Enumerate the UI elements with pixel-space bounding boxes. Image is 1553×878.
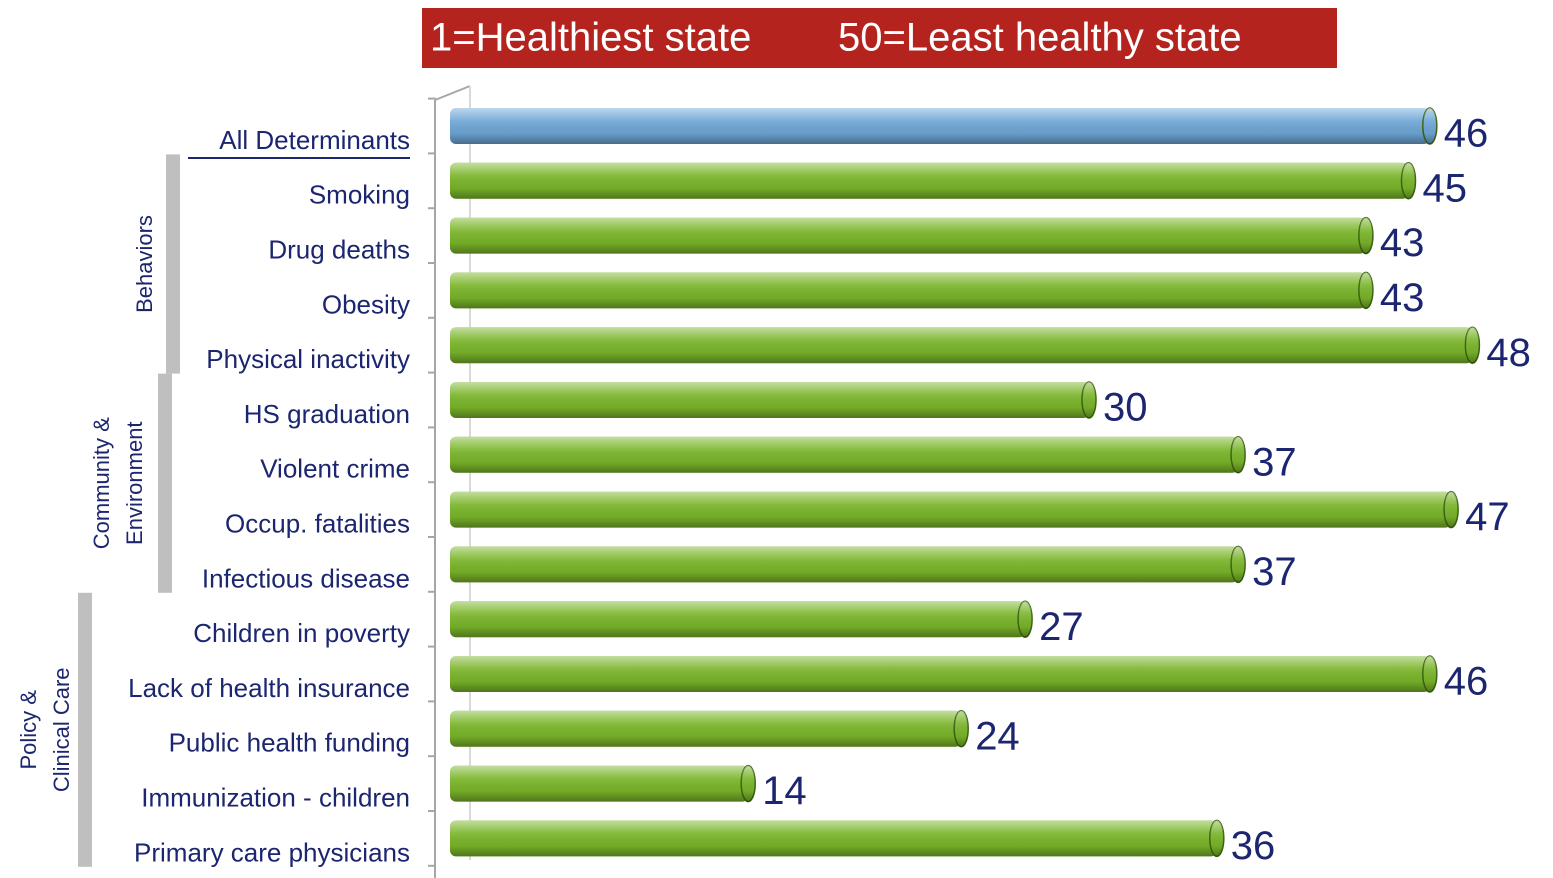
bar-cap-shade: [1209, 820, 1224, 857]
value-label: 24: [975, 714, 1020, 758]
category-label: Occup. fatalities: [225, 508, 410, 538]
group-label: Environment: [122, 421, 147, 545]
bar-shade: [450, 710, 962, 747]
group-label: Clinical Care: [49, 667, 74, 792]
value-label: 43: [1380, 221, 1425, 265]
axis: [434, 85, 471, 878]
category-label: HS graduation: [244, 399, 410, 429]
bar-cap-shade: [1231, 436, 1246, 473]
value-label: 27: [1039, 605, 1084, 649]
bar-cap-shade: [1444, 491, 1459, 528]
bar-shade: [450, 656, 1430, 692]
category-label: Immunization - children: [141, 782, 410, 812]
value-label: 43: [1380, 276, 1425, 320]
bar-shade: [450, 217, 1366, 254]
bar-shade: [450, 108, 1430, 144]
bar-cap-shade: [1401, 162, 1416, 199]
group-label: Policy &: [16, 690, 41, 770]
legend-left: 1=Healthiest state: [430, 16, 751, 60]
value-label: 36: [1231, 824, 1276, 868]
bar-shade: [450, 382, 1089, 418]
value-label: 47: [1465, 495, 1510, 539]
bar-cap-shade: [1231, 546, 1246, 583]
value-label: 37: [1252, 550, 1297, 594]
legend-banner: [422, 8, 1337, 68]
legend-right: 50=Least healthy state: [838, 16, 1242, 60]
bar-shade: [450, 327, 1473, 364]
group-bar: [78, 592, 92, 867]
group-label: Behaviors: [132, 215, 157, 313]
bar-shade: [450, 436, 1239, 473]
group-label: Community &: [89, 417, 114, 549]
bar-shade: [450, 601, 1026, 638]
bar-cap-shade: [1422, 108, 1437, 144]
bar-shade: [450, 546, 1239, 583]
bar-shade: [450, 162, 1409, 199]
value-label: 37: [1252, 440, 1297, 484]
axis-depth: [434, 85, 471, 101]
value-label: 30: [1103, 386, 1148, 430]
value-label: 14: [762, 769, 807, 813]
bar-shade: [450, 820, 1217, 857]
value-label: 45: [1423, 166, 1468, 210]
category-label: Lack of health insurance: [128, 673, 410, 703]
bar-cap-shade: [741, 765, 756, 802]
bar-cap-shade: [1422, 656, 1437, 692]
category-label: Smoking: [309, 180, 410, 210]
category-label: Primary care physicians: [134, 837, 410, 867]
group-bar: [158, 373, 172, 593]
bar-shade: [450, 272, 1366, 309]
category-label: Children in poverty: [193, 618, 410, 648]
group-bar: [166, 154, 180, 374]
category-label: Violent crime: [260, 454, 410, 484]
category-label: Physical inactivity: [206, 344, 410, 374]
category-label: All Determinants: [219, 125, 410, 155]
bar-shade: [450, 491, 1452, 528]
bar-cap-shade: [1358, 217, 1373, 254]
value-label: 48: [1486, 331, 1531, 375]
bar-cap-shade: [954, 710, 969, 747]
category-label: Obesity: [322, 289, 410, 319]
category-label: Public health funding: [169, 728, 410, 758]
bar-shade: [450, 765, 749, 802]
bar-cap-shade: [1082, 382, 1096, 418]
bar-cap-shade: [1018, 601, 1033, 638]
bar-cap-shade: [1358, 272, 1373, 309]
value-label: 46: [1444, 660, 1489, 704]
category-label: Drug deaths: [268, 234, 410, 264]
value-label: 46: [1444, 112, 1489, 156]
category-label: Infectious disease: [202, 563, 410, 593]
bar-cap-shade: [1465, 327, 1480, 364]
